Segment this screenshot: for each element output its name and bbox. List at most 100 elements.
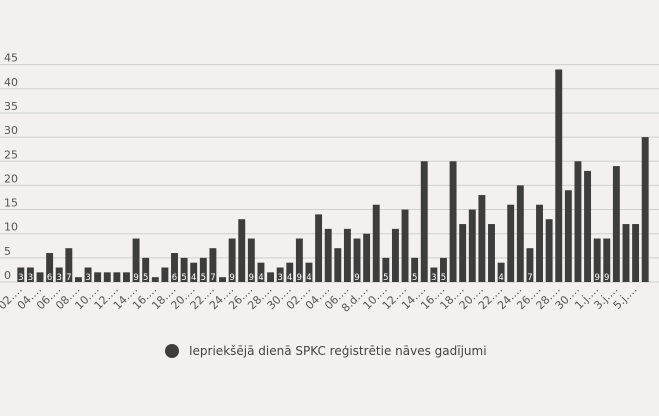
bar [123,272,130,282]
bar [199,257,207,282]
bar [526,248,534,282]
bar [440,257,447,282]
bar [171,253,178,282]
bar-value-label: 4 [258,273,263,283]
bar-value-label: 5 [383,273,388,283]
bar-value-label: 9 [133,273,138,283]
bar [26,267,34,282]
bar [295,238,303,282]
bar [536,204,543,282]
bar [324,228,332,282]
y-tick-label: 25 [4,148,18,161]
bar [257,262,265,282]
y-tick-label: 35 [4,100,18,113]
bars [17,69,649,282]
bar [622,224,630,282]
bar [17,267,25,282]
bar-value-label: 5 [441,273,446,283]
bar [449,161,457,282]
bar-value-label: 7 [527,273,532,283]
bar [286,262,294,282]
bar [334,248,342,282]
y-tick-label: 5 [4,245,11,258]
bar [564,190,572,282]
bar [555,69,563,282]
bar-value-label: 5 [143,273,148,283]
bar [113,272,121,282]
bar [612,166,620,282]
x-axis-ticks: 02.…04.…06.…08.…10.…12.…14.…16.…18.…20.…… [0,283,640,315]
bar [382,257,390,282]
y-tick-label: 0 [4,269,11,282]
bar [401,209,409,282]
bar-value-label: 4 [191,273,196,283]
bar [420,161,428,282]
bar [363,233,371,282]
bar [315,214,323,282]
bar-value-label: 9 [604,273,609,283]
bar-value-label: 3 [28,273,33,283]
bar-value-label: 3 [18,273,23,283]
bar [55,267,63,282]
bar-value-label: 5 [181,273,186,283]
y-tick-label: 45 [4,52,18,65]
bar [74,277,82,282]
bar [247,238,255,282]
bar [94,272,102,282]
bar [209,248,217,282]
bar [343,228,351,282]
bar [603,238,611,282]
bar [411,257,419,282]
bar-value-label: 5 [412,273,417,283]
bar [219,277,226,282]
bar [190,262,198,282]
bar [238,219,246,282]
legend-marker [165,344,179,358]
bar [478,195,486,282]
y-tick-label: 15 [4,197,18,210]
bar-value-label: 4 [306,273,311,283]
bar [36,272,44,282]
bar-value-label: 3 [85,273,90,283]
bar-value-label: 3 [277,273,282,283]
y-tick-label: 30 [4,124,18,137]
bar-value-label: 6 [47,273,52,283]
bar-value-label: 9 [249,273,254,283]
bar-value-label: 6 [172,273,177,283]
bar [430,267,438,282]
bar [391,228,399,282]
bar [84,267,92,282]
bar [65,248,73,282]
bar [497,262,505,282]
bar-value-label: 3 [431,273,436,283]
bar [353,238,361,282]
bar [632,224,640,282]
bar [574,161,582,282]
y-axis-ticks: 0 5 10 15 20 25 30 35 40 45 [4,52,18,282]
bar-value-label: 9 [229,273,234,283]
y-tick-label: 40 [4,76,18,89]
bar-value-label: 9 [594,273,599,283]
legend-label: Iepriekšējā dienā SPKC reģistrētie nāves… [189,344,487,358]
bar [641,137,649,282]
bar [584,170,592,282]
bar [488,224,495,282]
bar [103,272,111,282]
bar [372,204,380,282]
bar [459,224,467,282]
gridlines [0,64,659,283]
bar [267,272,275,282]
bar [142,257,150,282]
bar [180,257,188,282]
legend: Iepriekšējā dienā SPKC reģistrētie nāves… [165,344,487,358]
bar-value-label: 5 [201,273,206,283]
bar-value-label: 9 [354,273,359,283]
bar [132,238,140,282]
bar [151,277,159,282]
y-tick-label: 10 [4,221,18,234]
bar-value-label: 3 [57,273,62,283]
bar-value-label: 7 [66,273,71,283]
bar-value-label: 7 [210,273,215,283]
